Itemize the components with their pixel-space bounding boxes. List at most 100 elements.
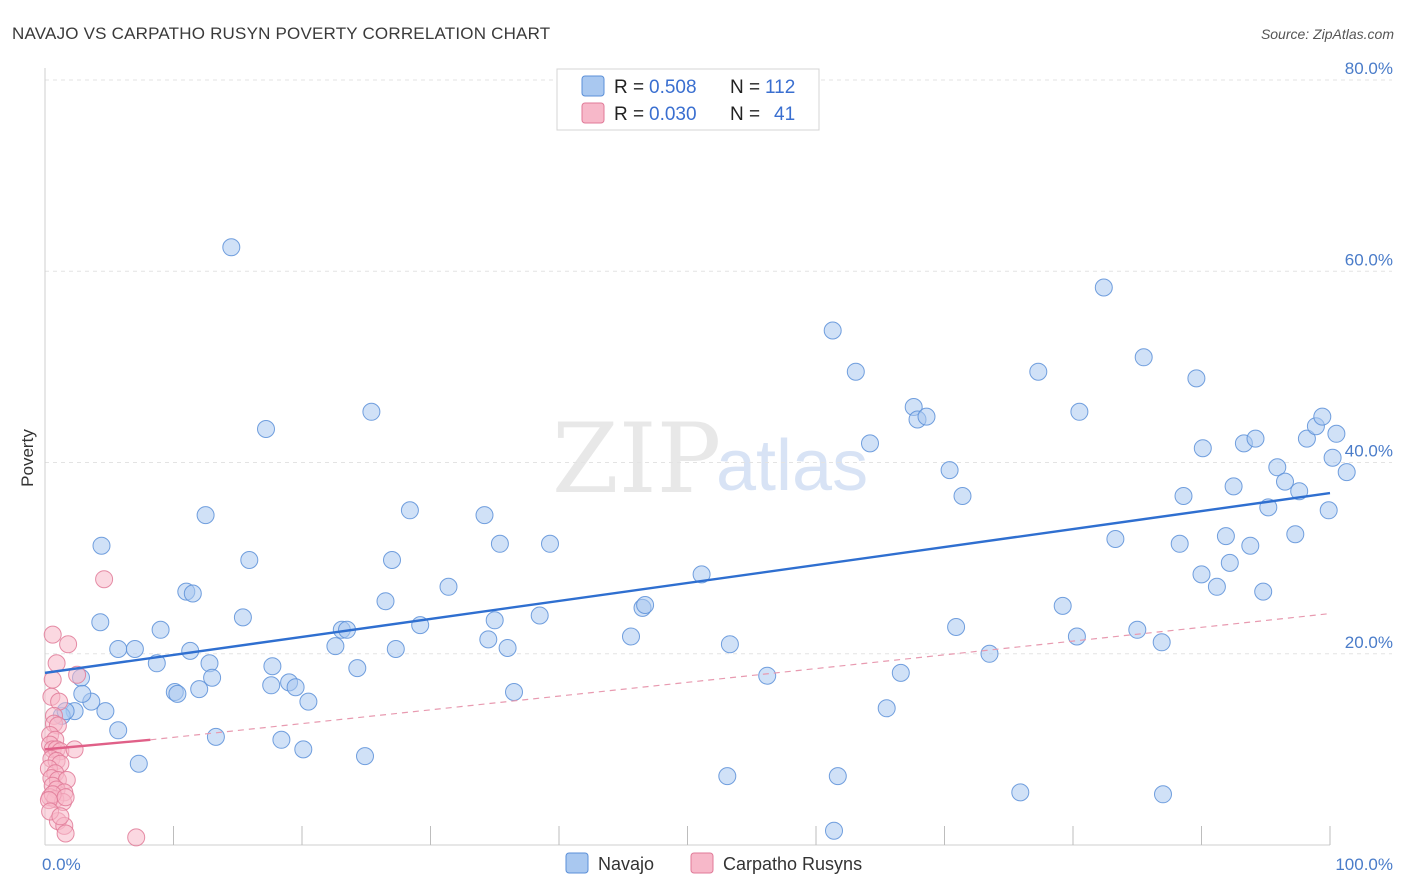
x-tick-label-0: 0.0% [42,855,81,874]
point-s0-42 [376,592,395,611]
point-s0-56 [622,627,640,646]
point-s0-66 [891,663,910,682]
axes: 20.0% 40.0% 60.0% 80.0% 0.0% 100.0% [42,59,1393,874]
point-s0-77 [1070,402,1089,421]
point-s1-37 [56,824,75,843]
point-s0-12 [129,754,148,773]
y-tick-label-1: 40.0% [1345,442,1393,461]
legend-r-label-carpatho: R = [614,104,644,125]
point-s0-63 [846,362,865,381]
point-s0-18 [168,684,187,703]
trend-lines [44,491,1331,751]
legend-n-label-navajo: N = [730,77,760,98]
point-s0-39 [348,659,367,678]
point-s0-69 [917,407,936,426]
point-s0-2 [109,640,128,658]
trend-line-s1 [44,738,151,751]
point-s0-54 [541,534,559,553]
point-s0-97 [1268,458,1287,477]
point-s0-107 [1319,501,1338,520]
point-s0-48 [475,506,494,525]
point-s0-25 [206,727,225,746]
point-s0-26 [233,608,252,627]
point-s0-28 [257,420,275,438]
point-s0-90 [1220,553,1239,572]
point-s1-40 [51,807,70,826]
point-s0-82 [1152,633,1171,652]
point-s0-40 [356,747,374,766]
point-s1-2 [95,570,114,589]
bottom-legend-swatch-navajo [565,852,589,874]
point-s0-7 [73,684,92,703]
point-s0-60 [720,635,739,654]
point-s0-10 [96,702,115,721]
point-s0-99 [1286,525,1305,544]
point-s1-38 [127,828,146,847]
point-s0-85 [1187,369,1206,388]
point-s0-101 [1297,429,1316,448]
legend-r-label-navajo: R = [614,77,644,98]
bottom-legend: Navajo Carpatho Rusyns [565,852,862,874]
watermark-atlas: atlas [716,426,868,506]
y-tick-label-3: 80.0% [1345,59,1393,78]
point-s0-112 [1154,785,1172,804]
point-s0-55 [530,606,549,625]
point-s0-78 [1094,278,1113,297]
point-s0-76 [1067,627,1086,646]
point-s0-111 [1011,783,1030,802]
bottom-legend-swatch-carpatho [690,852,714,874]
point-s0-98 [1276,472,1294,491]
watermark: ZIP atlas [552,403,868,515]
point-s0-13 [151,620,170,639]
watermark-zip: ZIP [552,403,721,515]
point-s0-75 [1053,596,1072,615]
point-s0-41 [362,402,381,421]
point-s1-1 [59,635,78,654]
point-s1-17 [65,740,84,759]
y-tick-label-2: 60.0% [1345,250,1393,269]
point-s0-74 [1029,362,1048,381]
point-s0-106 [1337,463,1356,482]
point-s0-35 [299,692,318,711]
point-s0-58 [636,596,655,614]
point-s0-84 [1174,487,1193,505]
point-s0-73 [980,644,999,663]
point-s0-80 [1128,620,1147,639]
point-s0-89 [1216,527,1235,546]
point-s0-91 [1224,477,1243,496]
point-s0-36 [326,637,345,656]
legend-r-value-carpatho: 0.030 [649,104,697,125]
point-s0-83 [1170,534,1189,553]
point-s0-79 [1106,530,1125,548]
bottom-legend-label-navajo: Navajo [598,854,654,874]
point-s0-51 [490,534,509,553]
trend-line-s0 [44,491,1331,675]
point-s0-104 [1323,448,1342,467]
point-s0-81 [1134,348,1153,367]
legend-n-value-navajo: 112 [765,77,795,98]
point-s0-47 [439,577,458,596]
point-s0-59 [692,565,711,584]
point-s0-109 [828,767,847,786]
legend-box: R = 0.508 N = 112 R = 0.030 N = 41 [556,68,820,131]
legend-n-value-carpatho: 41 [774,104,795,125]
point-s0-70 [940,461,959,480]
point-s0-87 [1193,439,1212,458]
point-s0-110 [825,821,843,840]
point-s0-65 [877,699,896,718]
point-s0-24 [203,668,222,687]
point-s0-0 [222,238,241,257]
point-s1-5 [68,665,87,684]
point-s0-93 [1241,536,1260,555]
point-s0-62 [823,321,842,340]
point-s0-20 [183,584,202,603]
point-s0-33 [286,678,305,697]
point-s0-27 [240,551,259,569]
point-s0-49 [479,630,498,649]
legend-swatch-navajo [581,75,605,97]
point-s0-88 [1207,577,1226,596]
point-s0-29 [262,676,281,695]
point-s0-22 [196,506,215,525]
point-s0-53 [505,683,523,701]
